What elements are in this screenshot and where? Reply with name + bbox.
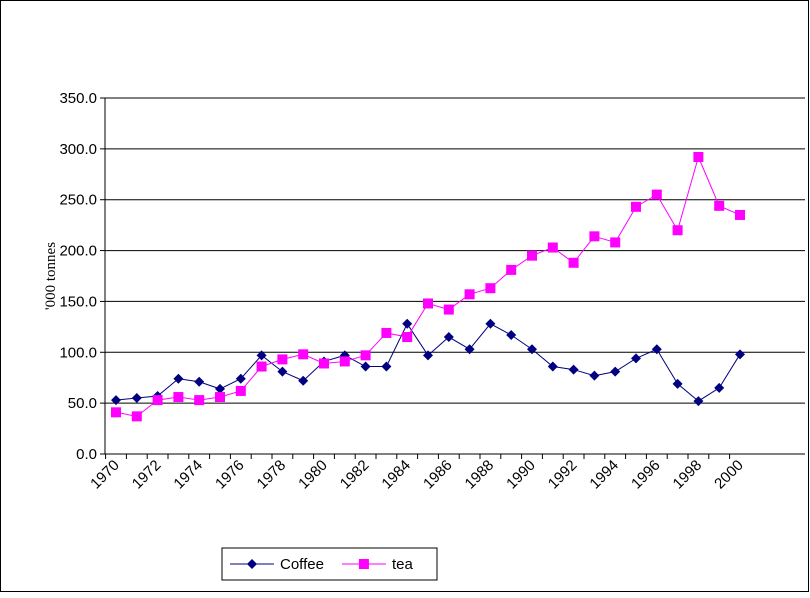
y-tick-label: 100.0: [59, 344, 97, 361]
data-point: [194, 395, 205, 406]
data-point: [339, 356, 350, 367]
legend-marker: [358, 559, 369, 569]
data-point: [735, 349, 745, 360]
data-point: [589, 370, 600, 381]
data-point: [693, 151, 704, 162]
legend-label: Coffee: [280, 556, 324, 573]
data-point: [631, 201, 641, 212]
data-point: [173, 373, 184, 384]
y-tick-label: 200.0: [59, 243, 97, 260]
data-point: [256, 361, 267, 372]
legend: Coffee tea: [221, 547, 438, 581]
data-point: [256, 350, 267, 361]
data-point: [360, 350, 371, 361]
data-point: [589, 231, 600, 242]
data-point: [610, 237, 621, 248]
data-point: [672, 378, 683, 389]
data-point: [735, 209, 745, 220]
data-point: [381, 327, 392, 338]
data-point: [610, 366, 621, 377]
data-point: [215, 392, 225, 403]
data-point: [152, 395, 163, 406]
data-point: [485, 283, 496, 294]
y-tick-label: 50.0: [68, 395, 97, 412]
data-point: [506, 264, 517, 275]
data-point: [111, 407, 121, 418]
data-point: [631, 353, 641, 364]
data-point: [131, 393, 142, 404]
data-point: [443, 304, 454, 315]
data-point: [506, 329, 517, 340]
y-tick-label: 300.0: [59, 141, 97, 158]
data-point: [693, 396, 704, 407]
data-point: [527, 250, 537, 261]
data-point: [277, 366, 288, 377]
data-point: [360, 361, 371, 372]
legend-label: tea: [392, 556, 414, 573]
y-tick-label: 250.0: [59, 192, 97, 209]
data-point: [714, 382, 725, 393]
data-point: [527, 344, 537, 355]
data-point: [402, 332, 413, 343]
data-point: [651, 189, 662, 200]
y-axis-label: '000 tonnes: [43, 242, 59, 310]
data-point: [464, 344, 475, 355]
data-point: [485, 318, 496, 329]
data-point: [402, 318, 413, 329]
data-point: [194, 376, 205, 387]
y-tick-label: 150.0: [59, 293, 97, 310]
data-point: [568, 364, 579, 375]
data-point: [714, 200, 725, 211]
data-point: [277, 354, 288, 365]
data-point: [319, 358, 329, 369]
y-tick-label: 350.0: [59, 90, 97, 107]
data-point: [547, 361, 558, 372]
data-point: [568, 257, 579, 268]
data-point: [651, 344, 662, 355]
data-point: [672, 225, 683, 236]
data-point: [547, 242, 558, 253]
data-point: [173, 392, 184, 403]
data-point: [423, 298, 433, 309]
data-point: [298, 375, 309, 386]
data-point: [381, 361, 392, 372]
data-point: [464, 289, 475, 300]
data-point: [215, 383, 225, 394]
data-point: [298, 349, 309, 360]
y-tick-label: 0.0: [76, 446, 97, 463]
data-point: [443, 332, 454, 343]
data-point: [235, 385, 246, 396]
data-point: [423, 350, 433, 361]
legend-marker: [247, 559, 257, 569]
data-point: [131, 411, 142, 422]
data-point: [235, 373, 246, 384]
data-point: [111, 395, 121, 406]
